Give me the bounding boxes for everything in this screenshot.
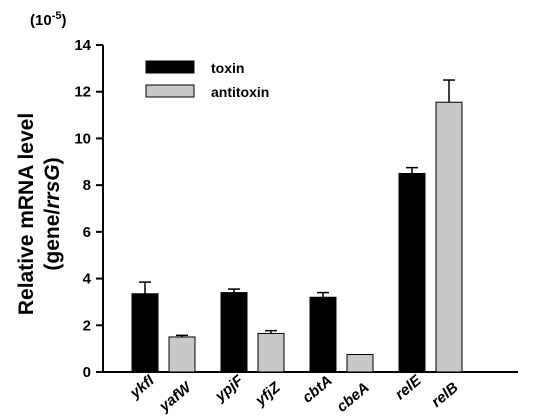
bar-toxin-relE — [398, 172, 426, 373]
y-tick-label: 6 — [83, 224, 91, 241]
y-axis-ticks: 0 2 4 6 8 10 12 14 — [74, 37, 103, 381]
y-tick-label: 10 — [74, 130, 91, 147]
bar-antitoxin-yfjZ — [257, 332, 285, 373]
y-tick-label: 2 — [83, 317, 91, 334]
x-label-relB: relB — [428, 379, 461, 411]
x-label-cbeA: cbeA — [334, 379, 373, 416]
x-label-yfjZ: yfjZ — [251, 379, 284, 410]
y-tick-label: 8 — [83, 177, 91, 194]
legend-label-toxin: toxin — [211, 60, 244, 76]
y-tick-label: 4 — [83, 271, 92, 288]
legend: toxin antitoxin — [145, 60, 269, 100]
x-label-relE: relE — [392, 371, 425, 403]
bar-toxin-ypjF — [220, 292, 248, 373]
y-axis-title: Relative mRNA level — [15, 113, 38, 315]
y-tick-label: 0 — [83, 364, 91, 381]
bar-antitoxin-yafW — [168, 336, 196, 373]
legend-swatch-toxin — [145, 60, 195, 74]
y-scale-exponent-label: (10-5) — [30, 10, 66, 29]
bar-antitoxin-relB — [435, 101, 463, 373]
bar-antitoxin-cbeA — [346, 353, 374, 373]
y-tick-label: 12 — [74, 84, 91, 101]
legend-swatch-antitoxin — [145, 84, 195, 98]
x-label-cbtA: cbtA — [299, 372, 335, 406]
y-tick-label: 14 — [74, 37, 91, 54]
legend-label-antitoxin: antitoxin — [211, 84, 269, 100]
y-axis-title-line2: (gene/rrsG) — [41, 157, 64, 270]
error-bars — [139, 79, 455, 337]
x-label-ypjF: ypjF — [211, 372, 247, 406]
bar-toxin-cbtA — [309, 296, 337, 373]
bars — [131, 101, 463, 373]
x-label-ykfI: ykfI — [126, 372, 158, 403]
bar-toxin-ykfI — [131, 293, 159, 373]
x-label-yafW: yafW — [155, 378, 196, 416]
